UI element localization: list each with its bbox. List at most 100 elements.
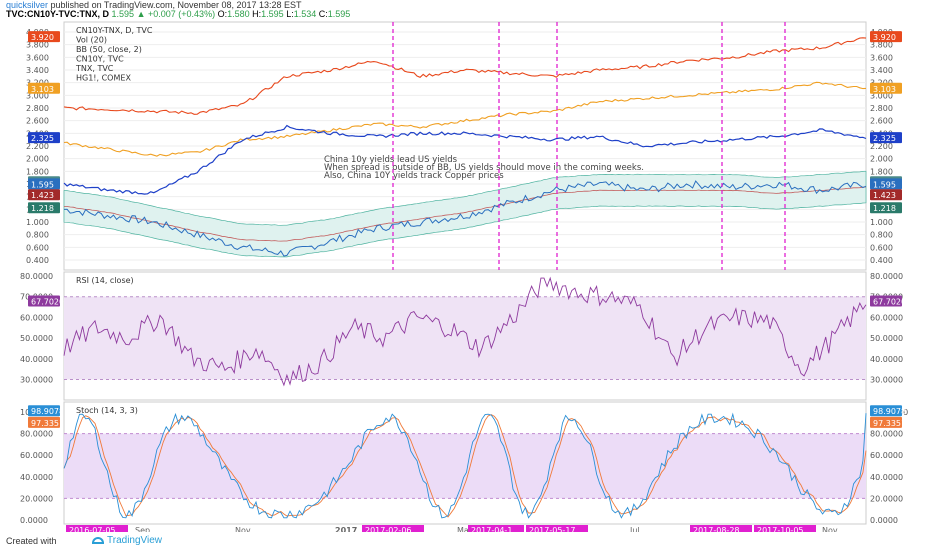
x-axis-label: Nov [235, 526, 251, 532]
y-tick-right: 2.200 [870, 142, 893, 151]
y-tick-right: 0.800 [870, 231, 893, 240]
rsi-legend: RSI (14, close) [76, 276, 134, 285]
price-change: +0.007 (+0.43%) [148, 9, 216, 19]
date-badge-bg [468, 525, 524, 532]
annotation-line: When spread is outside of BB, US yields … [324, 163, 644, 173]
price-badge-right: 1.218 [870, 202, 902, 214]
published-text: published on TradingView.com, November 0… [50, 0, 302, 10]
rsi-y-tick-right: 30.0000 [870, 375, 903, 384]
high-value: 1.595 [261, 9, 284, 19]
y-tick-left: 1.800 [26, 167, 49, 176]
stoch-y-tick-left: 40.0000 [20, 473, 53, 482]
date-badge: 2017-02-06 [362, 525, 424, 532]
date-badge: 2017-05-17 [526, 525, 588, 532]
y-tick-right: 2.600 [870, 117, 893, 126]
rsi-badge-left: 67.7020 [28, 295, 64, 307]
date-badge-text: 2016-07-05 [69, 526, 116, 532]
badge-bg [870, 416, 902, 428]
annotation-line: Also, China 10Y yields track Copper pric… [324, 171, 504, 181]
footer: Created with TradingView [0, 532, 932, 550]
y-tick-left: 2.800 [26, 104, 49, 113]
badge-text: 98.9078 [873, 407, 906, 416]
rsi-y-tick-left: 50.0000 [20, 334, 53, 343]
badge-bg [28, 132, 60, 144]
badge-text: 3.920 [873, 33, 896, 42]
y-tick-left: 3.600 [26, 53, 49, 62]
badge-bg [870, 82, 902, 94]
date-badge-bg [526, 525, 588, 532]
stoch-y-tick-right: 0.0000 [870, 516, 898, 525]
price-badge-right: 1.423 [870, 189, 902, 201]
date-badge-text: 2017-05-17 [529, 526, 576, 532]
badge-text: 97.3351 [31, 419, 64, 428]
x-axis-label: Nov [822, 526, 838, 532]
open-label: O: [217, 9, 228, 19]
stoch-y-tick-right: 80.0000 [870, 430, 903, 439]
date-badge-text: 2017-08-28 [693, 526, 740, 532]
main-legend-item: CN10Y-TNX, D, TVC [76, 26, 153, 35]
badge-text: 1.595 [31, 180, 54, 189]
y-tick-right: 0.400 [870, 256, 893, 265]
y-tick-left: 3.000 [26, 91, 49, 100]
stoch-legend: Stoch (14, 3, 3) [76, 406, 138, 415]
x-axis-label: Mar [457, 526, 473, 532]
price-badge-left: 3.103 [28, 82, 60, 94]
badge-text: 97.3351 [873, 419, 906, 428]
badge-bg [28, 82, 60, 94]
y-tick-right: 3.000 [870, 91, 893, 100]
badge-bg [28, 295, 60, 307]
main-legend-item: CN10Y, TVC [76, 55, 124, 64]
x-axis-label: 2017 [335, 526, 357, 532]
symbol-name[interactable]: TVC:CN10Y-TVC:TNX, D [6, 9, 110, 19]
badge-text: 1.595 [873, 180, 896, 189]
close-value: 1.595 [327, 9, 351, 19]
rsi-y-tick-left: 80.0000 [20, 272, 53, 281]
rsi-y-tick-right: 60.0000 [870, 313, 903, 322]
main-legend-item: TNX, TVC [75, 64, 114, 73]
low-value: 1.534 [293, 9, 317, 19]
badge-text: 1.423 [873, 191, 896, 200]
date-badge-bg [66, 525, 128, 532]
badge-bg [870, 405, 902, 417]
badge-text: 2.325 [31, 134, 54, 143]
brand-name: TradingView [107, 535, 163, 546]
x-axis-label: Sep [135, 526, 150, 532]
chart-canvas[interactable]: 4.0004.0003.8003.8003.6003.6003.4003.400… [0, 0, 932, 532]
date-badge: 2017-08-28 [690, 525, 752, 532]
badge-text: 3.920 [31, 33, 54, 42]
badge-text: 1.423 [31, 191, 54, 200]
cn10y-line [63, 124, 867, 195]
stoch-y-tick-left: 60.0000 [20, 451, 53, 460]
publish-line: quicksilver published on TradingView.com… [6, 0, 302, 10]
close-label: C: [318, 9, 328, 19]
badge-bg [870, 295, 902, 307]
author-link[interactable]: quicksilver [6, 0, 49, 10]
date-badge-bg [754, 525, 816, 532]
tradingview-icon [92, 536, 104, 544]
price-badge-left: 1.423 [28, 189, 60, 201]
rsi-badge-right: 67.7020 [870, 295, 906, 307]
y-tick-right: 3.600 [870, 53, 893, 62]
date-badge-bg [690, 525, 752, 532]
low-label: L: [286, 9, 294, 19]
bollinger-band [63, 170, 867, 258]
stoch-d-line [63, 414, 867, 518]
tnx-line [63, 81, 867, 157]
created-with-text: Created with [6, 536, 57, 546]
badge-bg [28, 178, 60, 190]
tradingview-logo[interactable]: TradingView [92, 535, 162, 546]
rsi-y-tick-right: 50.0000 [870, 334, 903, 343]
high-label: H: [252, 9, 262, 19]
stoch-y-tick-right: 60.0000 [870, 451, 903, 460]
y-tick-left: 3.800 [26, 41, 49, 50]
y-tick-left: 2.200 [26, 142, 49, 151]
spread-line [63, 180, 867, 257]
y-tick-right: 2.800 [870, 104, 893, 113]
date-badge-text: 2017-10-05 [757, 526, 804, 532]
price-badge-left: 2.325 [28, 132, 60, 144]
badge-text: 2.325 [873, 134, 896, 143]
price-badge-left: 3.920 [28, 31, 60, 43]
y-tick-left: 0.800 [26, 231, 49, 240]
up-arrow-icon: ▲ [136, 9, 146, 19]
rsi-y-tick-right: 80.0000 [870, 272, 903, 281]
